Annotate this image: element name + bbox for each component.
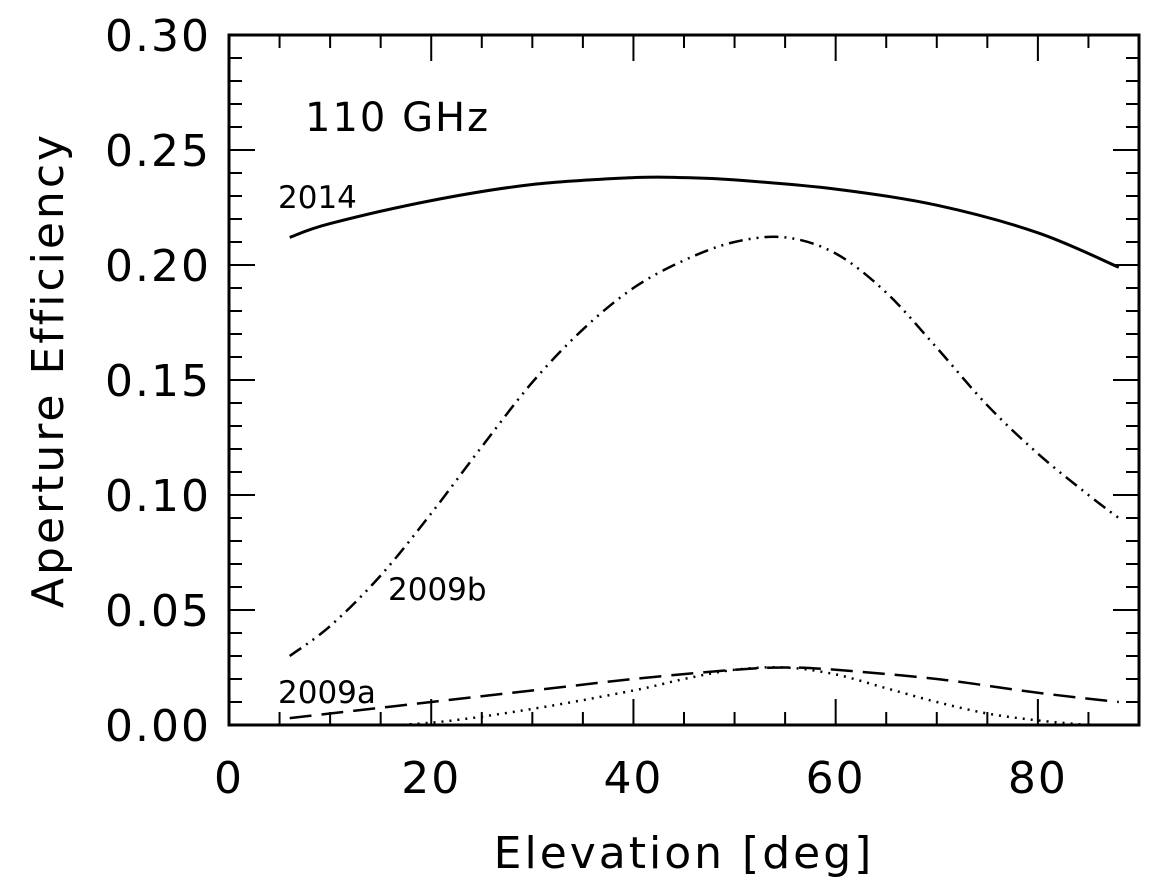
y-tick-label: 0.30 bbox=[105, 11, 211, 62]
series-line-2009b bbox=[288, 235, 1120, 658]
x-tick-label: 40 bbox=[603, 753, 663, 804]
y-tick-label: 0.25 bbox=[105, 126, 211, 177]
x-tick-label: 80 bbox=[1008, 753, 1068, 804]
x-tick-label: 20 bbox=[401, 753, 461, 804]
series-line-2009a bbox=[289, 666, 1119, 720]
x-tick-label: 0 bbox=[214, 753, 244, 804]
y-tick-label: 0.05 bbox=[105, 586, 211, 637]
series-line-unlabeled-3 bbox=[359, 666, 1105, 725]
series-label-2009a: 2009a bbox=[278, 675, 376, 711]
series-label-2014: 2014 bbox=[278, 180, 357, 216]
frequency-annotation: 110 GHz bbox=[305, 95, 490, 141]
x-tick-label: 60 bbox=[806, 753, 866, 804]
y-axis-title: Aperture Efficiency bbox=[23, 132, 74, 608]
y-tick-label: 0.15 bbox=[105, 356, 211, 407]
y-tick-label: 0.00 bbox=[105, 701, 211, 752]
series-lines bbox=[288, 175, 1120, 725]
y-tick-label: 0.20 bbox=[105, 241, 211, 292]
plot-frame bbox=[227, 33, 1141, 727]
series-label-2009b: 2009b bbox=[388, 572, 487, 608]
tick-labels: 0 20 40 60 80 0.00 0.05 0.10 0.15 0.20 0.25 0.30 bbox=[105, 11, 1068, 804]
x-axis-title: Elevation [deg] bbox=[494, 828, 875, 879]
series-line-2014 bbox=[289, 175, 1120, 269]
y-tick-label: 0.10 bbox=[105, 471, 211, 522]
